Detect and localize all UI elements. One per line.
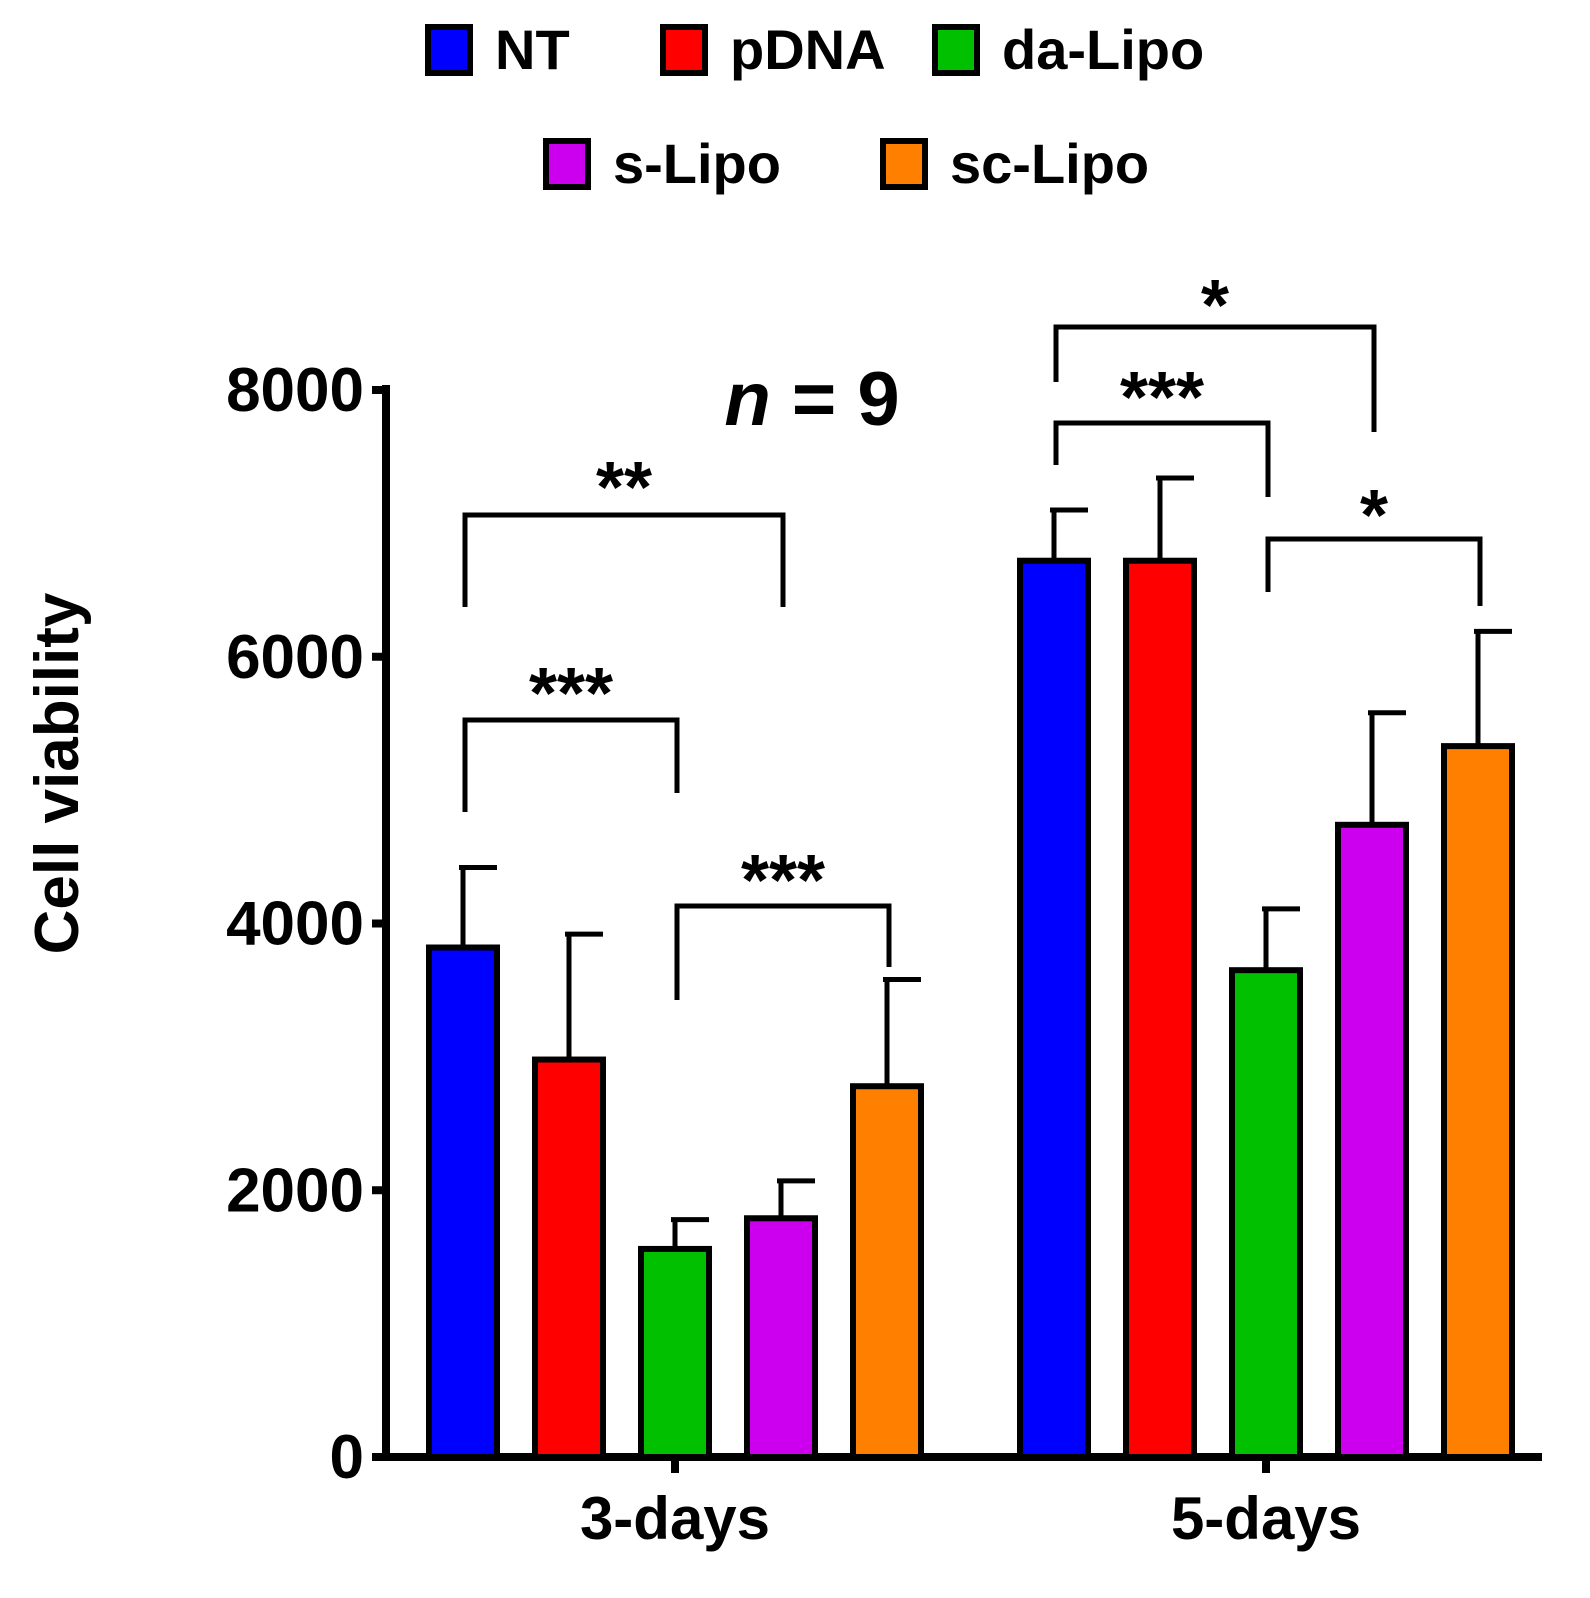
bar-da-lipo-5-days [1229, 967, 1303, 1461]
bar-nt-5-days [1017, 557, 1091, 1460]
legend-item-s-lipo: s-Lipo [543, 134, 781, 194]
bar-s-lipo-3-days [744, 1215, 818, 1461]
legend-item-da-lipo: da-Lipo [932, 20, 1204, 80]
significance-label: *** [529, 654, 613, 734]
legend-label-s-lipo: s-Lipo [613, 132, 781, 195]
legend-item-sc-lipo: sc-Lipo [880, 134, 1149, 194]
legend-swatch-nt [425, 24, 473, 76]
significance-bracket [1053, 324, 1377, 432]
significance-bracket [462, 512, 786, 607]
significance-label: * [1201, 266, 1229, 346]
sample-size-annotation: n = 9 [724, 357, 899, 442]
significance-bracket [674, 903, 892, 1000]
bar-pdna-3-days [532, 1056, 606, 1460]
significance-label: *** [1120, 358, 1204, 438]
legend-item-nt: NT [425, 20, 570, 80]
significance-label: ** [596, 448, 652, 528]
significance-bracket [1053, 420, 1271, 497]
y-tick-label: 2000 [226, 1156, 364, 1225]
bar-s-lipo-5-days [1335, 821, 1409, 1460]
y-axis-title: Cell viability [23, 592, 92, 954]
y-tick-label: 0 [330, 1423, 364, 1492]
y-tick-label: 4000 [226, 890, 364, 959]
bar-pdna-5-days [1123, 557, 1197, 1460]
plot-area: 0 2000 4000 6000 8000 Cell viability 3-days 5-d… [23, 266, 1542, 1552]
bar-sc-lipo-5-days [1441, 743, 1515, 1460]
y-tick-label: 6000 [226, 623, 364, 692]
bar-da-lipo-3-days [638, 1245, 712, 1461]
legend-label-sc-lipo: sc-Lipo [950, 132, 1150, 195]
significance-label: * [1360, 476, 1388, 556]
significance-label: *** [741, 841, 825, 921]
legend: NT pDNA da-Lipo s-Lipo sc-Lipo [0, 0, 1590, 230]
legend-swatch-da-lipo [932, 24, 980, 76]
legend-item-pdna: pDNA [660, 20, 886, 80]
significance-bracket [1265, 536, 1483, 606]
legend-label-da-lipo: da-Lipo [1002, 18, 1205, 81]
significance-bracket [462, 717, 680, 812]
legend-label-pdna: pDNA [730, 18, 886, 81]
legend-swatch-pdna [660, 24, 708, 76]
legend-swatch-s-lipo [543, 138, 591, 190]
x-tick-label-3-days: 3-days [580, 1485, 770, 1552]
bar-sc-lipo-3-days [850, 1083, 924, 1461]
y-tick-label: 8000 [226, 356, 364, 425]
bar-nt-3-days [426, 944, 500, 1460]
legend-label-nt: NT [495, 18, 570, 81]
x-tick-label-5-days: 5-days [1171, 1485, 1361, 1552]
legend-swatch-sc-lipo [880, 138, 928, 190]
